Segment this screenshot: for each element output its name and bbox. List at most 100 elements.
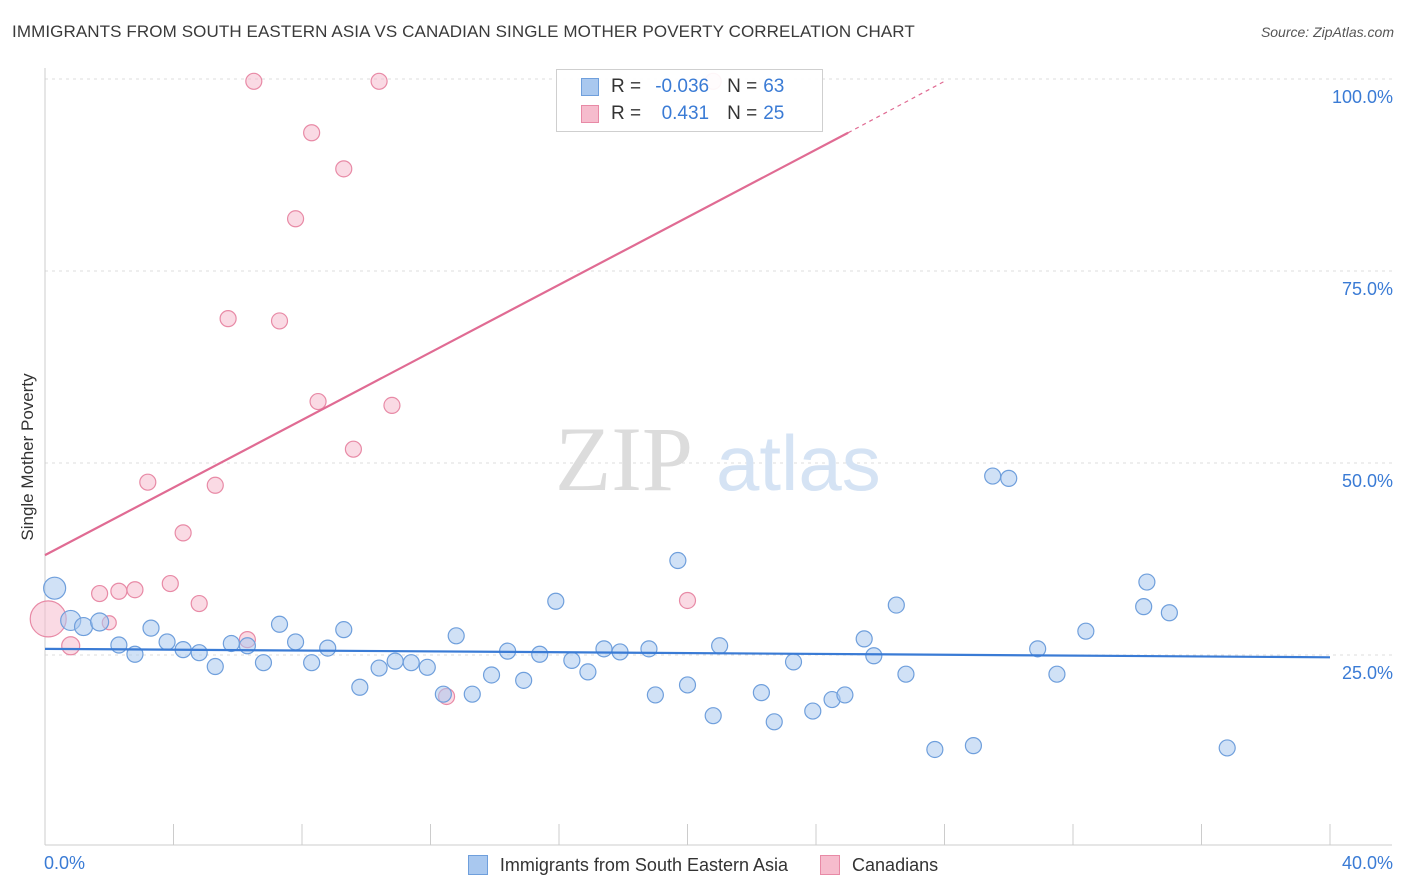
legend-swatch-blue <box>467 855 488 875</box>
data-point <box>1048 665 1066 683</box>
data-point <box>784 653 803 671</box>
data-point <box>386 652 404 670</box>
data-point <box>344 440 362 458</box>
data-point <box>804 702 822 720</box>
data-point <box>309 392 327 411</box>
data-point <box>579 663 597 681</box>
chart-title: IMMIGRANTS FROM SOUTH EASTERN ASIA VS CA… <box>12 22 915 41</box>
data-point <box>270 312 289 330</box>
data-point <box>482 666 501 684</box>
data-point <box>126 581 144 599</box>
data-point <box>254 654 273 672</box>
data-point <box>161 574 179 593</box>
watermark-zip: ZIP <box>555 408 693 510</box>
legend-n-label: N = <box>727 76 758 97</box>
data-point <box>270 615 289 633</box>
data-point <box>303 654 321 672</box>
data-point <box>669 551 687 570</box>
data-point <box>370 659 388 677</box>
data-point <box>447 627 465 645</box>
legend-swatch-pink <box>581 105 599 123</box>
data-point <box>61 636 81 656</box>
data-point <box>678 676 697 694</box>
data-point <box>245 72 263 90</box>
legend-row-canadians: R = 0.431 N = 25 <box>581 101 784 127</box>
legend-n-value: 63 <box>763 76 785 97</box>
legend-row-immigrants: R = -0.036 N = 63 <box>581 74 784 100</box>
data-point <box>646 686 664 704</box>
data-point <box>836 686 854 704</box>
y-tick-label: 75.0% <box>1342 279 1393 299</box>
data-point <box>595 640 613 658</box>
data-point <box>335 621 353 639</box>
x-tick-label: 40.0% <box>1342 853 1393 873</box>
data-point <box>206 476 224 494</box>
legend-label-canadians: Canadians <box>852 854 939 875</box>
watermark-atlas: atlas <box>716 419 881 507</box>
trend-line-canadians <box>44 131 849 557</box>
data-point <box>43 576 67 600</box>
data-point <box>531 645 549 663</box>
data-point <box>190 644 208 662</box>
data-point <box>865 647 883 665</box>
data-point <box>190 594 208 613</box>
y-axis-label: Single Mother Poverty <box>18 373 37 541</box>
data-point <box>335 160 353 178</box>
legend-n-value: 25 <box>763 103 785 124</box>
data-point <box>319 639 337 657</box>
data-point <box>219 310 237 328</box>
legend-swatch-blue <box>581 78 599 96</box>
legend-r-value: 0.431 <box>661 103 710 124</box>
legend-r-label: R = <box>611 76 642 97</box>
data-point <box>139 473 157 491</box>
legend-n-label: N = <box>727 103 758 124</box>
data-point <box>704 707 722 725</box>
data-point <box>174 524 192 542</box>
data-point <box>73 616 94 637</box>
correlation-legend: R = -0.036 N = 63 R = 0.431 N = 25 <box>556 69 823 132</box>
data-point <box>238 637 256 655</box>
data-point <box>91 584 109 603</box>
legend-r-label: R = <box>611 103 642 124</box>
data-point <box>402 654 420 672</box>
data-point <box>370 72 388 90</box>
legend-swatch-pink <box>820 855 841 875</box>
trend-line-immigrants <box>44 647 1331 659</box>
data-point <box>547 592 565 610</box>
data-point <box>765 713 783 731</box>
data-point <box>984 467 1002 485</box>
data-point <box>897 665 915 683</box>
legend-label-immigrants: Immigrants from South Eastern Asia <box>499 854 789 875</box>
data-point <box>563 651 581 669</box>
y-tick-label: 100.0% <box>1332 87 1393 107</box>
series-legend: Immigrants from South Eastern Asia Canad… <box>0 852 1406 878</box>
data-point <box>110 582 128 600</box>
data-point <box>286 633 305 651</box>
legend-item-immigrants[interactable]: Immigrants from South Eastern Asia <box>467 854 789 876</box>
data-point <box>1138 573 1156 591</box>
source-label: Source: ZipAtlas.com <box>1260 24 1394 40</box>
data-point <box>206 657 224 676</box>
data-point <box>142 619 160 637</box>
data-point <box>640 640 658 658</box>
data-point <box>752 684 770 702</box>
data-point <box>1160 604 1178 622</box>
data-point <box>711 637 729 655</box>
data-point <box>1135 598 1153 616</box>
data-point <box>463 685 481 703</box>
y-tick-label: 50.0% <box>1342 471 1393 491</box>
data-point <box>1218 739 1236 757</box>
data-point <box>1029 640 1047 658</box>
data-point <box>855 630 873 648</box>
y-tick-label: 25.0% <box>1342 663 1393 683</box>
data-point <box>1077 622 1095 640</box>
trend-line-canadians-extension <box>847 80 945 134</box>
x-tick-label: 0.0% <box>44 853 85 873</box>
data-point <box>110 636 128 654</box>
data-point <box>1000 469 1018 487</box>
data-point <box>90 612 110 632</box>
data-point <box>887 596 905 614</box>
legend-item-canadians[interactable]: Canadians <box>820 855 938 876</box>
data-point <box>964 737 983 755</box>
